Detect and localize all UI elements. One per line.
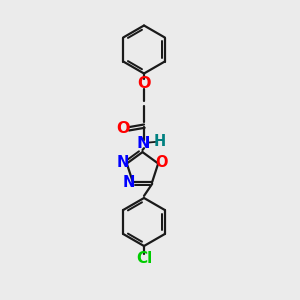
Text: N: N (122, 175, 135, 190)
Text: N: N (137, 136, 150, 152)
Text: Cl: Cl (136, 251, 152, 266)
Text: N: N (116, 155, 129, 170)
Text: O: O (116, 121, 130, 136)
Text: H: H (154, 134, 166, 149)
Text: O: O (137, 76, 151, 91)
Text: O: O (155, 155, 168, 170)
